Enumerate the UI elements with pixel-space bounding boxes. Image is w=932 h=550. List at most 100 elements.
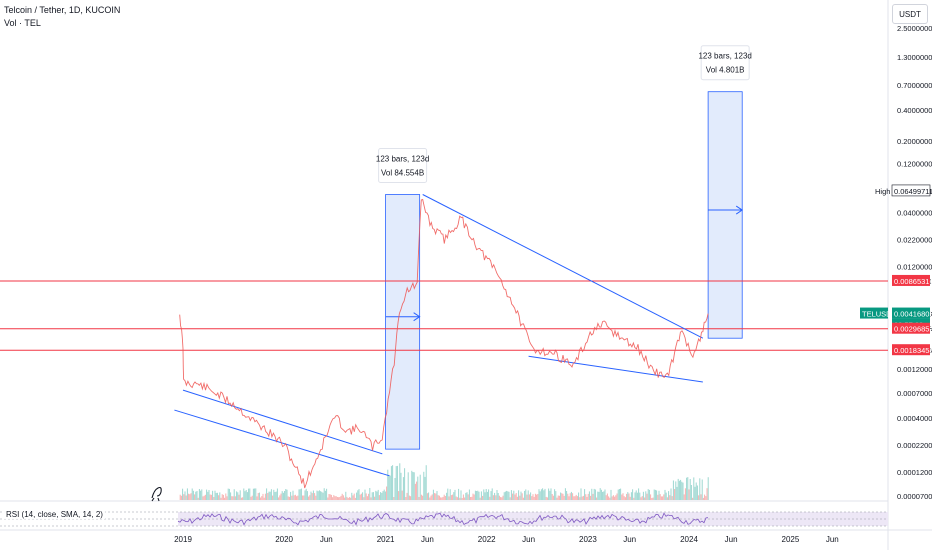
volume-bar (701, 479, 703, 500)
volume-bar (706, 488, 708, 500)
volume-bar (380, 492, 382, 500)
volume-bar (216, 492, 218, 500)
symbol-title[interactable]: Telcoin / Tether, 1D, KUCOIN (4, 5, 121, 15)
volume-bar (705, 496, 707, 500)
volume-bar (189, 494, 191, 500)
volume-bar (237, 492, 239, 500)
currency-unit-button[interactable]: USDT (892, 4, 928, 24)
volume-bar (696, 485, 698, 500)
volume-bar (495, 495, 497, 500)
volume-bar (497, 493, 499, 500)
svg-text:0.06499711: 0.06499711 (894, 187, 932, 196)
volume-bar (311, 493, 313, 500)
volume-bar (207, 491, 209, 500)
volume-bar (538, 489, 540, 500)
volume-bar (407, 472, 409, 500)
volume-bar (258, 492, 260, 500)
volume-bar (279, 495, 281, 500)
measure-bars-label-2: 123 bars, 123d (698, 52, 751, 61)
volume-bar (693, 477, 695, 500)
volume-bar (662, 496, 664, 500)
volume-bar (664, 489, 666, 500)
volume-bar (657, 494, 659, 500)
volume-bar (560, 492, 562, 500)
volume-bar (404, 468, 406, 500)
volume-bar (281, 491, 283, 500)
measure-box-2 (707, 91, 743, 339)
volume-bar (252, 488, 254, 500)
volume-bar (374, 496, 376, 500)
volume-bar (321, 491, 323, 500)
volume-bar (579, 497, 581, 500)
volume-bar (614, 496, 616, 500)
volume-bar (686, 477, 688, 500)
volume-bar (472, 493, 474, 500)
volume-bar (191, 488, 193, 500)
volume-bar (478, 491, 480, 500)
volume-bar (602, 491, 604, 500)
volume-bar (496, 490, 498, 500)
volume-bar (480, 491, 482, 500)
volume-bar (340, 495, 342, 500)
volume-bar (644, 497, 646, 500)
volume-bar (612, 495, 614, 500)
volume-bar (267, 493, 269, 500)
volume-bar (514, 494, 516, 500)
volume-bar (615, 495, 617, 500)
volume-bar (580, 488, 582, 500)
volume-bar (366, 496, 368, 500)
trendline-3 (422, 194, 704, 339)
volume-bar (537, 494, 539, 500)
volume-bar (681, 481, 683, 500)
volume-bar (684, 488, 686, 500)
volume-bar (215, 492, 217, 500)
volume-bar (303, 495, 305, 500)
volume-bar (503, 492, 505, 500)
volume-bar (402, 477, 404, 500)
volume-bar (370, 497, 372, 500)
volume-bar (594, 489, 596, 500)
volume-indicator-label[interactable]: Vol · TEL (4, 18, 41, 28)
volume-bar (387, 469, 389, 500)
trendline-4 (528, 355, 703, 383)
volume-bar (264, 493, 266, 500)
volume-bar (671, 496, 673, 500)
measure-arrowhead-2 (735, 205, 744, 215)
x-tick-label: 2022 (478, 535, 496, 544)
volume-bar (290, 491, 292, 500)
svg-text:0.00416805: 0.00416805 (894, 310, 932, 319)
volume-bar (492, 495, 494, 500)
volume-bar (449, 489, 451, 500)
volume-bar (550, 488, 552, 500)
volume-bar (572, 493, 574, 500)
volume-bar (317, 491, 319, 500)
volume-bar (552, 495, 554, 500)
svg-text:High: High (875, 187, 890, 196)
volume-bar (224, 497, 226, 500)
measure-arrowhead-1 (413, 312, 421, 322)
volume-bar (329, 494, 331, 500)
rsi-indicator-label[interactable]: RSI (14, close, SMA, 14, 2) (4, 510, 105, 519)
volume-bar (624, 497, 626, 500)
volume-bar (549, 490, 551, 500)
volume-bar (401, 490, 403, 500)
volume-bar (358, 489, 360, 500)
measure-volume-label-2: Vol 4.801B (706, 66, 745, 75)
volume-bar (425, 465, 427, 500)
volume-bar (201, 489, 203, 500)
volume-bar (642, 491, 644, 500)
measure-box-1 (385, 194, 421, 450)
volume-bar (479, 497, 481, 500)
volume-bar (420, 494, 422, 500)
volume-bar (486, 491, 488, 500)
svg-text:0.00865316: 0.00865316 (894, 277, 932, 286)
volume-bar (459, 497, 461, 500)
volume-bar (240, 497, 242, 500)
volume-bar (470, 497, 472, 500)
measure-label-box-1 (378, 148, 428, 184)
